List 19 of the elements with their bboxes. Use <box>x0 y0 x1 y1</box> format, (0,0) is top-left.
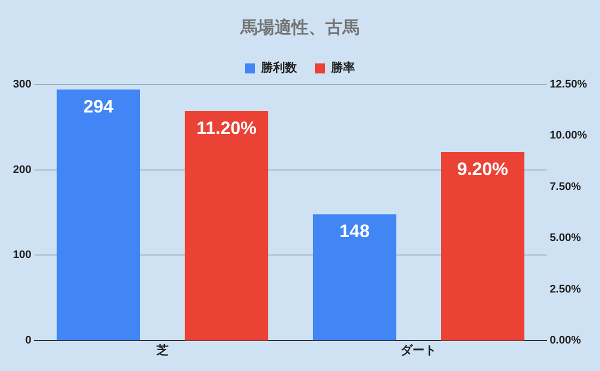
data-label: 11.20% <box>196 118 257 138</box>
data-label: 9.20% <box>457 159 508 180</box>
x-tick-label: ダート <box>400 343 437 358</box>
y2-tick-label: 2.50% <box>550 283 582 296</box>
y2-tick-label: 7.50% <box>550 180 582 193</box>
y2-tick-label: 5.00% <box>550 232 582 244</box>
y-tick-label: 0 <box>25 334 32 347</box>
data-label: 294 <box>83 96 114 116</box>
y2-tick-label: 0.00% <box>550 334 582 347</box>
y2-tick-label: 10.00% <box>550 130 588 142</box>
legend-label: 勝率 <box>330 60 355 75</box>
y-tick-label: 300 <box>12 78 32 90</box>
y2-tick-label: 12.50% <box>550 78 588 90</box>
data-label: 148 <box>340 221 370 242</box>
y-tick-label: 200 <box>12 164 32 176</box>
y-tick-label: 100 <box>12 249 32 262</box>
chart-title: 馬場適性、古馬 <box>240 18 360 37</box>
x-tick-label: 芝 <box>155 343 168 358</box>
legend-label: 勝利数 <box>260 60 298 75</box>
